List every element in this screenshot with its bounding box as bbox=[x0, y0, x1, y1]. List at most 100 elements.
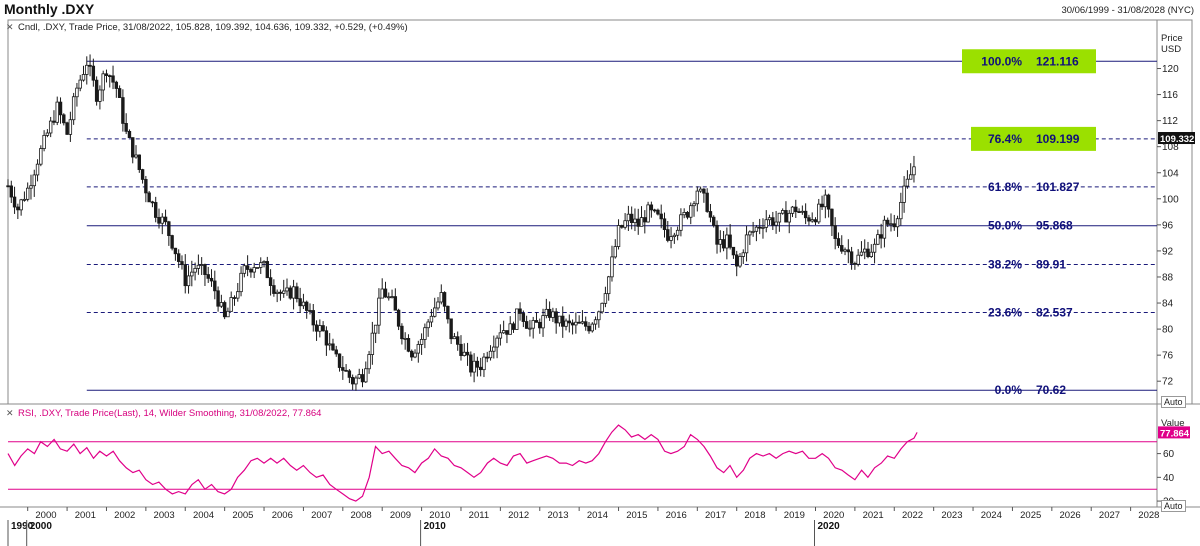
candle-body bbox=[833, 225, 837, 239]
chart-title: Monthly .DXY bbox=[4, 1, 95, 17]
candle-body bbox=[754, 226, 759, 232]
candle-body bbox=[452, 336, 457, 340]
price-auto-scale-button[interactable]: Auto bbox=[1161, 396, 1186, 408]
candle-body bbox=[626, 213, 631, 222]
price-tick-label: 96 bbox=[1162, 220, 1174, 231]
year-tick-label: 2019 bbox=[784, 510, 805, 521]
candle-body bbox=[826, 194, 831, 210]
candle-body bbox=[600, 302, 604, 313]
candle-body bbox=[823, 194, 828, 208]
candle-body bbox=[544, 308, 549, 317]
candle-body bbox=[800, 210, 805, 213]
candle-body bbox=[387, 296, 391, 299]
candle-body bbox=[354, 377, 358, 385]
candle-body bbox=[140, 169, 145, 180]
candle-body bbox=[748, 231, 752, 236]
candle-body bbox=[889, 223, 893, 226]
candle-body bbox=[515, 308, 519, 330]
candle-body bbox=[45, 132, 50, 136]
candle-body bbox=[613, 246, 617, 258]
candle-body bbox=[659, 213, 663, 220]
close-rsi-study-icon[interactable]: ✕ bbox=[6, 408, 14, 418]
candle-body bbox=[846, 249, 851, 253]
candle-body bbox=[728, 234, 732, 248]
candle-body bbox=[124, 123, 128, 132]
decade-label: 2010 bbox=[424, 521, 447, 532]
candle-body bbox=[403, 337, 407, 340]
candle-body bbox=[48, 120, 53, 134]
year-tick-label: 2022 bbox=[902, 510, 923, 521]
candle-body bbox=[245, 265, 250, 270]
candle-body bbox=[689, 205, 693, 218]
candle-body bbox=[551, 311, 555, 318]
candle-body bbox=[488, 350, 493, 359]
candle-body bbox=[216, 290, 220, 307]
candle-body bbox=[176, 253, 181, 262]
candle-body bbox=[492, 346, 496, 352]
candle-body bbox=[603, 293, 608, 304]
candle-body bbox=[567, 320, 572, 324]
close-price-study-icon[interactable]: ✕ bbox=[6, 22, 14, 32]
candle-body bbox=[478, 366, 483, 371]
candle-body bbox=[232, 297, 237, 299]
candle-body bbox=[58, 101, 63, 116]
candle-body bbox=[456, 336, 460, 345]
rsi-tick-label: 40 bbox=[1163, 473, 1175, 484]
candle-body bbox=[771, 217, 775, 226]
candle-body bbox=[718, 239, 722, 245]
candle-body bbox=[318, 325, 322, 332]
candle-body bbox=[410, 350, 414, 358]
candle-body bbox=[482, 356, 486, 371]
candle-body bbox=[117, 88, 122, 98]
chart-frame bbox=[0, 19, 1200, 508]
candle-body bbox=[19, 199, 23, 211]
candle-body bbox=[413, 352, 417, 358]
candle-body bbox=[610, 256, 614, 278]
candle-body bbox=[787, 212, 791, 223]
candle-body bbox=[295, 286, 299, 300]
candle-body bbox=[708, 211, 713, 218]
candle-body bbox=[882, 219, 887, 239]
candle-body bbox=[206, 274, 210, 279]
candle-body bbox=[383, 288, 388, 298]
rsi-auto-scale-button[interactable]: Auto bbox=[1161, 500, 1186, 512]
candle-body bbox=[879, 234, 883, 239]
candle-body bbox=[817, 203, 821, 223]
rsi-tick-label: 60 bbox=[1163, 449, 1175, 460]
date-range: 30/06/1999 - 31/08/2028 (NYC) bbox=[1061, 5, 1194, 16]
year-tick-label: 2024 bbox=[981, 510, 1002, 521]
candle-body bbox=[396, 309, 401, 327]
candle-body bbox=[465, 351, 470, 356]
candle-body bbox=[682, 211, 686, 216]
candle-body bbox=[876, 234, 880, 245]
price-tick-label: 76 bbox=[1162, 351, 1174, 362]
candle-body bbox=[725, 234, 729, 249]
candle-body bbox=[357, 374, 361, 379]
candle-body bbox=[672, 234, 677, 238]
candle-body bbox=[291, 286, 296, 299]
candle-body bbox=[836, 238, 841, 246]
price-tick-label: 112 bbox=[1162, 116, 1178, 127]
candle-body bbox=[439, 292, 443, 303]
candle-body bbox=[199, 264, 204, 266]
candle-body bbox=[380, 288, 384, 299]
candle-body bbox=[498, 332, 503, 339]
candle-body bbox=[790, 206, 795, 214]
candle-body bbox=[764, 219, 768, 228]
price-tick-label: 120 bbox=[1162, 64, 1179, 75]
candle-body bbox=[794, 206, 798, 212]
candle-body bbox=[111, 75, 115, 83]
year-tick-label: 2021 bbox=[863, 510, 884, 521]
candle-body bbox=[327, 343, 332, 346]
candle-body bbox=[485, 356, 489, 359]
candle-body bbox=[170, 235, 174, 249]
fib-value-label: 89.91 bbox=[1036, 258, 1066, 272]
candle-body bbox=[68, 119, 73, 135]
candle-body bbox=[65, 122, 69, 135]
year-tick-label: 2000 bbox=[35, 510, 56, 521]
candle-body bbox=[32, 174, 36, 187]
candle-body bbox=[301, 301, 306, 307]
price-tick-label: 80 bbox=[1162, 325, 1174, 336]
rsi-axis-title: Value bbox=[1161, 418, 1185, 429]
fib-percent-label: 61.8% bbox=[988, 180, 1022, 194]
